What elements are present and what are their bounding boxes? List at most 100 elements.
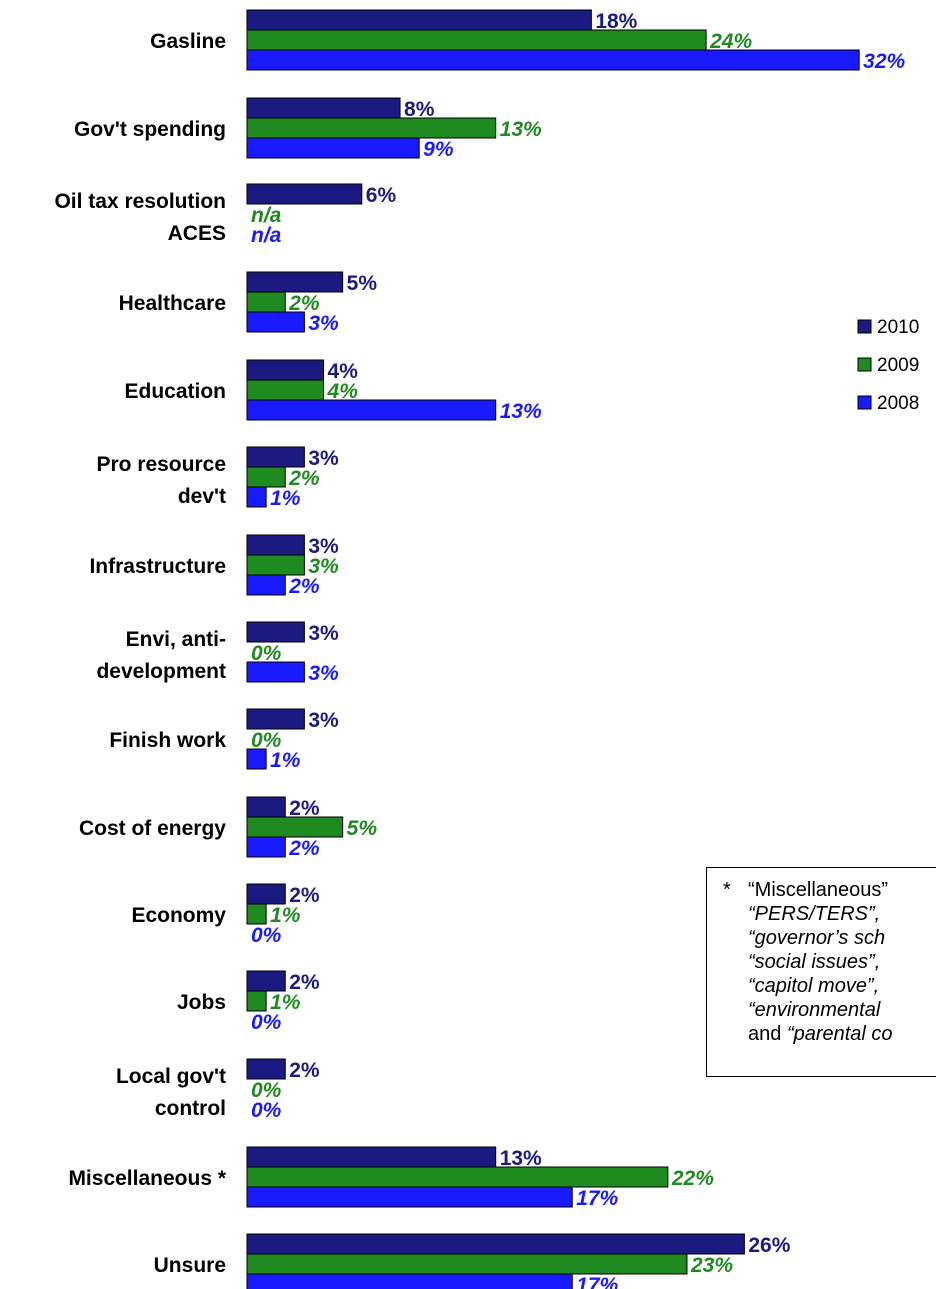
bar-2008 [246,661,305,683]
value-label-2008: 3% [308,662,339,685]
footnote-italic-text: “PERS/TERS”, [748,903,881,925]
value-label-2009: 3% [308,555,339,578]
bar-2010 [246,183,363,205]
footnote-italic-text: “capitol move”, [748,975,880,997]
value-label-2008: 1% [270,749,301,772]
bar-2009 [246,1253,688,1275]
value-label-2010: 3% [308,622,339,645]
footnote-italic-text: “governor’s sch [748,927,886,949]
legend-label-2010: 2010 [877,317,919,338]
bar-2009 [246,1166,669,1188]
bar-2008 [246,748,267,770]
value-label-2008: 2% [288,575,320,598]
value-label-2008: 17% [576,1187,618,1210]
bar-2008 [246,399,497,421]
value-label-2009: 1% [270,904,301,927]
value-label-2009: 0% [251,729,282,752]
value-label-2010: 3% [308,709,339,732]
bar-2009 [246,379,325,401]
legend-swatch-2010 [857,319,872,334]
bar-2009 [246,903,267,925]
value-label-2009: n/a [251,204,282,227]
value-label-2009: 0% [251,1079,282,1102]
bar-2009 [246,117,497,139]
legend-label-2008: 2008 [877,393,919,414]
value-label-2010: 2% [289,797,320,820]
value-label-2009: 1% [270,991,301,1014]
value-label-2010: 8% [404,98,435,121]
footnote-box: * “Miscellaneous” “PERS/TERS”, “governor’s… [706,867,936,1077]
bar-2010 [246,97,401,119]
footnote-italic-text: “parental co [786,1023,893,1045]
footnote-lines: “Miscellaneous” “PERS/TERS”, “governor’s s… [723,878,936,1046]
bar-2010 [246,1146,497,1168]
bar-2008 [246,1273,573,1289]
value-label-2008: 32% [863,50,905,73]
value-label-2008: 17% [576,1274,618,1289]
footnote-italic-text: “social issues”, [748,951,881,973]
legend-label-2009: 2009 [877,355,919,376]
bar-2009 [246,466,286,488]
category-label: Economy [131,904,226,927]
bar-2008 [246,311,305,333]
bar-2010 [246,359,325,381]
bar-2008 [246,486,267,508]
bar-2008 [246,836,286,858]
value-labels: 18%24%32%8%13%9%6%n/an/a5%2%3%4%4%13%3%2… [251,10,906,1289]
value-label-2009: 5% [347,817,378,840]
bar-2010 [246,9,592,31]
value-label-2010: 2% [289,884,320,907]
category-label: Local gov't control [116,1065,226,1120]
value-label-2009: 2% [288,467,320,490]
value-label-2008: 9% [423,138,454,161]
value-label-2010: 6% [366,184,397,207]
value-label-2008: 0% [251,1011,282,1034]
footnote-line: “Miscellaneous” [748,878,936,902]
bar-2010 [246,883,286,905]
value-label-2010: 2% [289,971,320,994]
value-label-2010: 4% [328,360,359,383]
value-label-2008: 3% [308,312,339,335]
value-label-2008: 0% [251,924,282,947]
category-label: Jobs [177,991,226,1014]
bars-layer [246,9,860,1289]
value-label-2008: 1% [270,487,301,510]
bar-2010 [246,796,286,818]
category-label: Gasline [150,30,226,53]
footnote-star: * [723,879,731,901]
bar-2009 [246,29,707,51]
bar-2009 [246,990,267,1012]
legend-swatch-2009 [857,357,872,372]
value-label-2009: 2% [288,292,320,315]
bar-2010 [246,1058,286,1080]
bar-2008 [246,137,420,159]
footnote-line: “social issues”, [748,950,936,974]
value-label-2008: n/a [251,224,282,247]
value-label-2009: 24% [709,30,752,53]
value-label-2008: 2% [288,837,320,860]
bar-2010 [246,970,286,992]
value-label-2009: 4% [327,380,359,403]
category-label: Cost of energy [79,817,226,840]
bar-2008 [246,1186,573,1208]
legend: 2010 2009 2008 [857,317,919,414]
category-label: Gov't spending [74,118,226,141]
value-label-2010: 3% [308,447,339,470]
category-label: Education [124,380,226,403]
category-label: Miscellaneous * [68,1167,226,1190]
bar-2010 [246,708,305,730]
bar-2008 [246,574,286,596]
legend-swatch-2008 [857,395,872,410]
category-label: Unsure [154,1254,226,1277]
footnote-line: “environmental [748,998,936,1022]
value-label-2008: 13% [500,400,542,423]
value-label-2009: 22% [671,1167,714,1190]
value-label-2009: 0% [251,642,282,665]
value-label-2009: 23% [690,1254,733,1277]
value-label-2008: 0% [251,1099,282,1122]
bar-2010 [246,1233,745,1255]
category-label: Finish work [109,729,226,752]
footnote-line: “governor’s sch [748,926,936,950]
footnote-line: and “parental co [748,1022,936,1046]
